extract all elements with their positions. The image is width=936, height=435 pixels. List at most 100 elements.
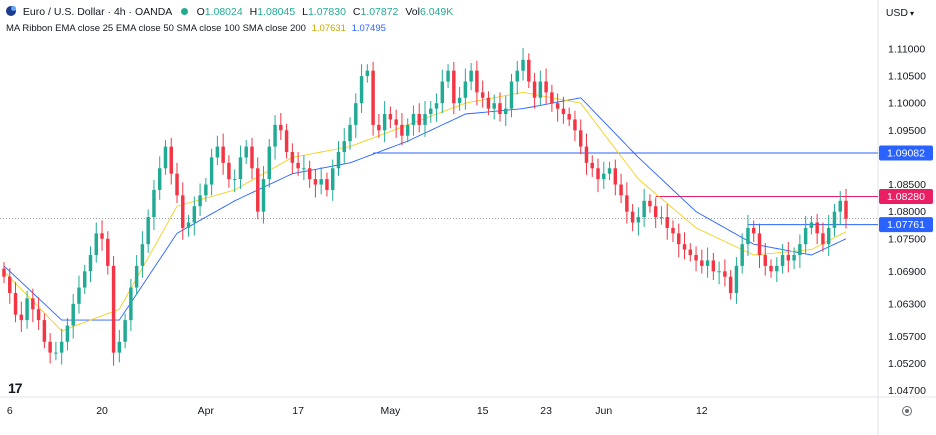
indicator-legend[interactable]: MA Ribbon EMA close 25 EMA close 50 SMA … bbox=[6, 23, 386, 34]
candle-body bbox=[411, 114, 416, 125]
candle-body bbox=[400, 124, 404, 136]
candle-body bbox=[59, 341, 64, 353]
candle-body bbox=[83, 271, 87, 288]
price-label-box bbox=[879, 217, 933, 233]
market-status-icon bbox=[180, 8, 188, 15]
candle-body bbox=[821, 233, 825, 245]
candle-body bbox=[71, 303, 75, 326]
candle-body bbox=[152, 189, 156, 218]
candle-body bbox=[181, 195, 185, 228]
candle-body bbox=[555, 103, 560, 109]
candle-body bbox=[636, 217, 641, 223]
indicator-value-2: 1.07495 bbox=[351, 23, 386, 34]
y-tick-label: 1.04700 bbox=[888, 385, 926, 397]
candle-body bbox=[648, 200, 652, 207]
candle-body bbox=[671, 227, 675, 234]
candle-body bbox=[625, 195, 629, 212]
candle-body bbox=[354, 103, 358, 125]
candle-body bbox=[694, 255, 698, 261]
candle-body bbox=[532, 81, 537, 98]
candle-body bbox=[284, 130, 289, 152]
candle-body bbox=[786, 255, 791, 261]
candle-body bbox=[232, 179, 237, 181]
candle-body bbox=[613, 168, 618, 185]
price-label-text: 1.09082 bbox=[887, 147, 925, 159]
candle-body bbox=[798, 244, 802, 256]
y-tick-label: 1.11000 bbox=[888, 43, 925, 55]
x-tick-label: May bbox=[380, 405, 401, 417]
candle-body bbox=[780, 255, 785, 266]
candle-body bbox=[186, 222, 191, 228]
candle-body bbox=[215, 146, 220, 158]
candle-body bbox=[452, 70, 456, 104]
candle-body bbox=[682, 244, 687, 250]
candle-body bbox=[377, 124, 381, 131]
candle-body bbox=[596, 168, 600, 180]
candle-body bbox=[221, 146, 225, 163]
candle-body bbox=[607, 168, 612, 174]
volume-value: 6.049K bbox=[419, 6, 454, 18]
candle-body bbox=[238, 157, 243, 180]
settings-icon[interactable] bbox=[902, 406, 912, 416]
candle-body bbox=[665, 217, 669, 228]
candle-body bbox=[123, 320, 127, 342]
x-tick-label: 12 bbox=[696, 405, 708, 417]
candle-body bbox=[250, 146, 254, 169]
candle-body bbox=[77, 287, 81, 304]
candle-body bbox=[521, 59, 525, 71]
candle-body bbox=[279, 124, 283, 131]
candle-body bbox=[36, 309, 41, 321]
candle-body bbox=[307, 168, 312, 180]
candle-body bbox=[734, 265, 739, 293]
chevron-down-icon: ▾ bbox=[909, 9, 914, 18]
candle-body bbox=[2, 268, 6, 277]
symbol-header: Euro / U.S. Dollar · 4h · OANDA O1.08024… bbox=[6, 6, 457, 18]
currency-selector[interactable]: USD ▾ bbox=[886, 7, 914, 19]
candle-body bbox=[457, 97, 462, 104]
candle-body bbox=[463, 81, 468, 98]
candle-body bbox=[492, 103, 496, 109]
candle-body bbox=[619, 184, 623, 196]
candle-body bbox=[13, 292, 18, 315]
candle-body bbox=[198, 195, 202, 207]
close-label: C bbox=[352, 6, 361, 18]
candle-body bbox=[169, 146, 173, 174]
candle-body bbox=[146, 217, 150, 245]
y-tick-label: 1.06300 bbox=[888, 298, 926, 310]
candle-body bbox=[65, 325, 70, 342]
candle-body bbox=[100, 233, 104, 239]
high-label: H bbox=[249, 6, 258, 18]
candle-body bbox=[728, 276, 733, 293]
candle-body bbox=[204, 184, 208, 196]
y-tick-label: 1.09500 bbox=[888, 125, 926, 137]
candle-body bbox=[192, 206, 197, 223]
symbol-title[interactable]: Euro / U.S. Dollar · 4h · OANDA bbox=[22, 6, 172, 18]
x-tick-label: 17 bbox=[292, 405, 304, 417]
candle-body bbox=[302, 168, 306, 170]
indicator-value-1: 1.07631 bbox=[311, 23, 346, 34]
candle-body bbox=[405, 124, 410, 136]
y-tick-label: 1.06900 bbox=[888, 266, 926, 278]
candle-body bbox=[567, 114, 571, 120]
candle-body bbox=[244, 146, 248, 158]
candle-body bbox=[550, 92, 554, 104]
candle-body bbox=[88, 255, 93, 272]
tradingview-logo-icon[interactable]: 17 bbox=[8, 380, 23, 396]
candle-body bbox=[31, 298, 35, 310]
candle-body bbox=[313, 179, 318, 185]
candle-body bbox=[336, 152, 341, 169]
price-label-box bbox=[879, 188, 933, 204]
candle-body bbox=[359, 76, 364, 104]
candle-body bbox=[509, 81, 514, 109]
candle-body bbox=[273, 124, 277, 147]
high-value: 1.08045 bbox=[257, 6, 296, 18]
price-label-text: 1.07761 bbox=[887, 219, 925, 231]
candle-body bbox=[527, 59, 531, 82]
candle-body bbox=[705, 260, 710, 266]
candle-body bbox=[751, 227, 756, 234]
candle-body bbox=[757, 233, 762, 256]
candle-body bbox=[42, 320, 47, 342]
candle-body bbox=[826, 227, 831, 245]
candle-body bbox=[815, 222, 819, 234]
